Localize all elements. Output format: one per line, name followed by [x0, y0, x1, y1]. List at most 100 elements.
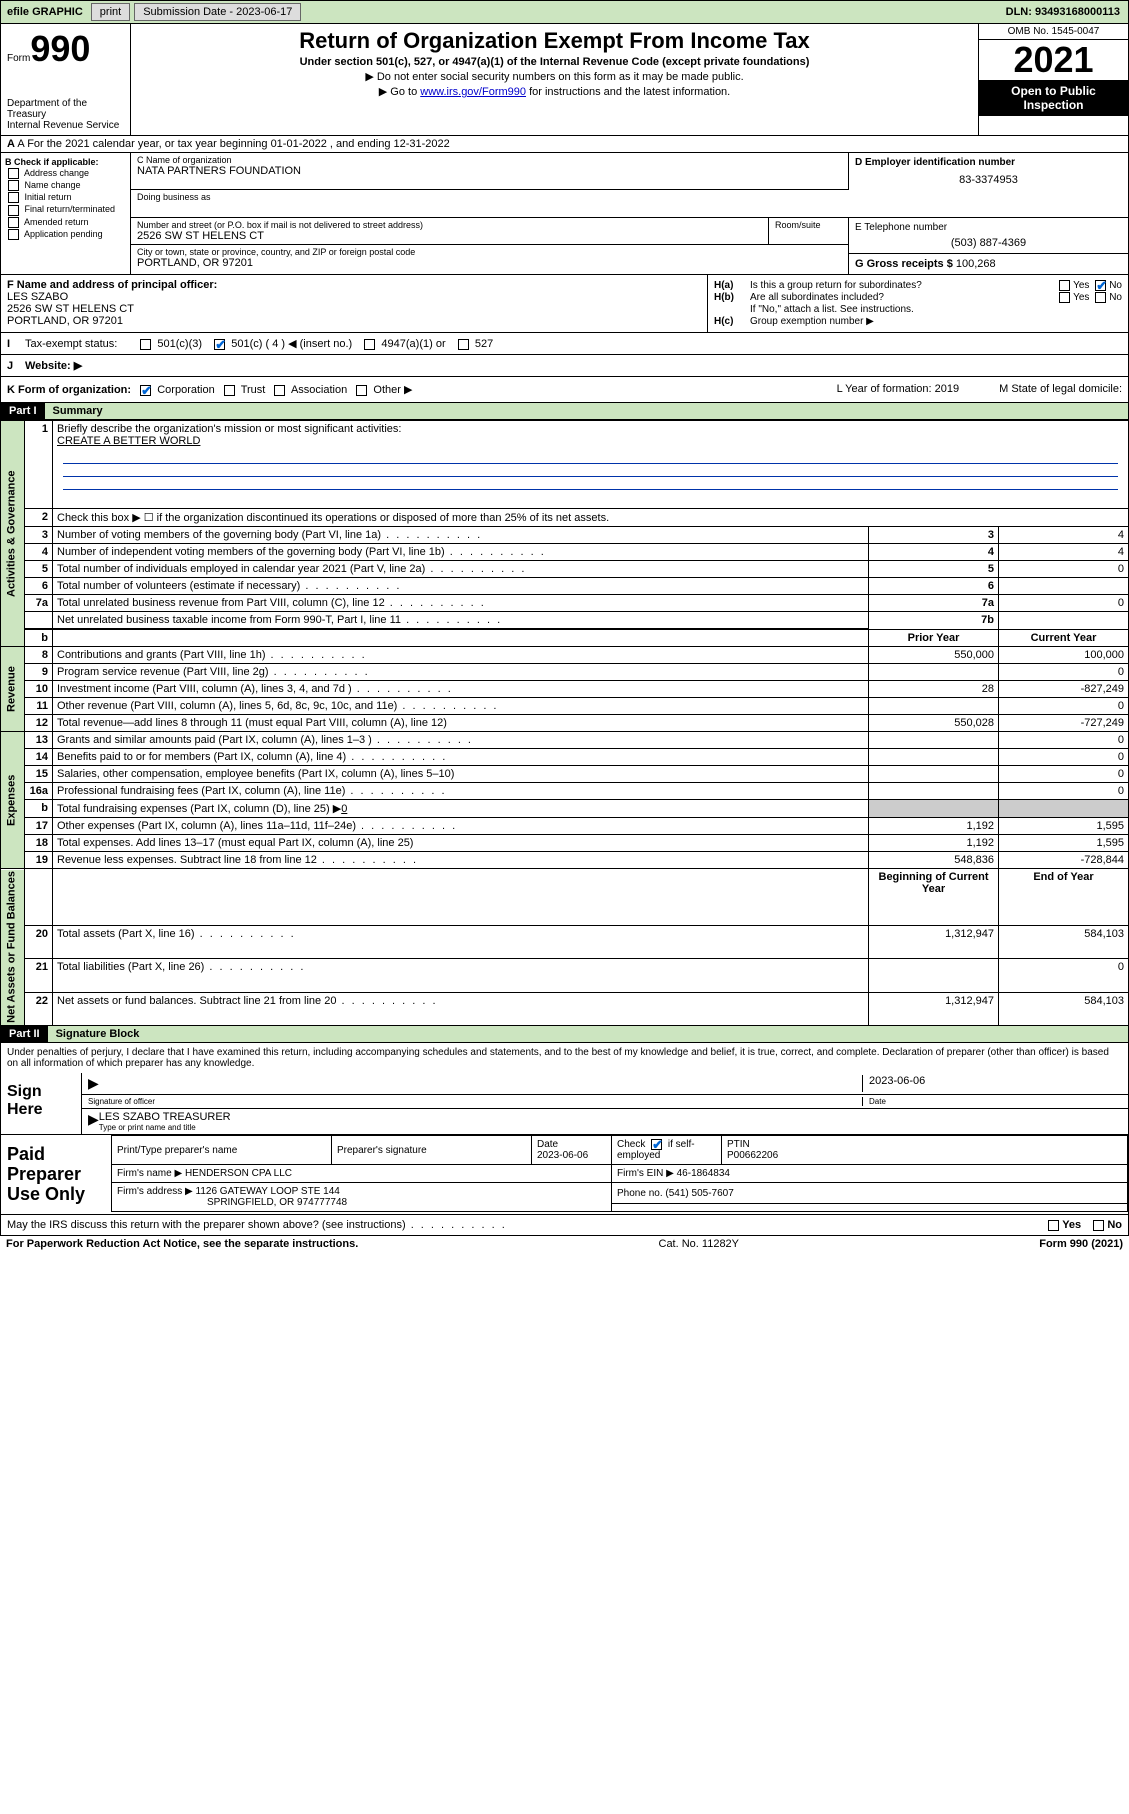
- ein-value: 83-3374953: [855, 174, 1122, 186]
- box-e-g: E Telephone number (503) 887-4369 G Gros…: [848, 218, 1128, 274]
- form-ref: Form 990 (2021): [1039, 1238, 1123, 1250]
- officer-addr2: PORTLAND, OR 97201: [7, 315, 701, 327]
- firm-ein: 46-1864834: [677, 1168, 730, 1179]
- row-a-tax-year: A A For the 2021 calendar year, or tax y…: [0, 136, 1129, 153]
- firm-phone: (541) 505-7607: [665, 1188, 733, 1199]
- footer-last: For Paperwork Reduction Act Notice, see …: [0, 1236, 1129, 1252]
- val-4: 4: [999, 544, 1129, 561]
- chk-discuss-yes[interactable]: [1048, 1220, 1059, 1231]
- ptin-value: P00662206: [727, 1150, 778, 1161]
- paid-preparer-block: Paid Preparer Use Only Print/Type prepar…: [0, 1135, 1129, 1215]
- form-word: Form: [7, 53, 30, 64]
- val-3: 4: [999, 527, 1129, 544]
- block-b-c-d: B Check if applicable: Address change Na…: [0, 153, 1129, 274]
- irs-link[interactable]: www.irs.gov/Form990: [420, 86, 526, 98]
- summary-table: Activities & Governance 1 Briefly descri…: [0, 420, 1129, 1026]
- chk-hb-yes[interactable]: [1059, 292, 1070, 303]
- chk-ha-yes[interactable]: [1059, 280, 1070, 291]
- irs-label: Internal Revenue Service: [7, 120, 124, 131]
- gross-receipts-box: G Gross receipts $ 100,268: [849, 254, 1128, 274]
- chk-name-change[interactable]: Name change: [5, 180, 126, 191]
- city-box: City or town, state or province, country…: [131, 245, 848, 271]
- firm-addr1: 1126 GATEWAY LOOP STE 144: [196, 1186, 340, 1197]
- part-ii-header: Part II Signature Block: [0, 1026, 1129, 1043]
- box-b-checklist: B Check if applicable: Address change Na…: [1, 153, 131, 274]
- telephone-value: (503) 887-4369: [855, 237, 1122, 249]
- open-inspection-badge: Open to Public Inspection: [979, 80, 1128, 116]
- form-subtitle-1: Under section 501(c), 527, or 4947(a)(1)…: [135, 56, 974, 68]
- chk-other[interactable]: [356, 385, 367, 396]
- org-name-box: C Name of organization NATA PARTNERS FOU…: [131, 153, 848, 190]
- efile-label: efile GRAPHIC: [1, 6, 89, 18]
- side-net-assets: Net Assets or Fund Balances: [1, 869, 25, 1026]
- part-i-header: Part I Summary: [0, 403, 1129, 420]
- cat-no: Cat. No. 11282Y: [659, 1238, 740, 1250]
- omb-number: OMB No. 1545-0047: [979, 24, 1128, 40]
- header-right-box: OMB No. 1545-0047 2021 Open to Public In…: [978, 24, 1128, 135]
- form-subtitle-3: ▶ Go to www.irs.gov/Form990 for instruct…: [135, 85, 974, 98]
- row-k-form-org: K Form of organization: Corporation Trus…: [0, 376, 1129, 403]
- block-f-h: F Name and address of principal officer:…: [0, 274, 1129, 332]
- preparer-date: 2023-06-06: [537, 1150, 588, 1161]
- perjury-statement: Under penalties of perjury, I declare th…: [1, 1043, 1128, 1073]
- dba-box: Doing business as: [131, 190, 1128, 218]
- chk-501c[interactable]: [214, 339, 225, 350]
- val-7a: 0: [999, 595, 1129, 612]
- org-name: NATA PARTNERS FOUNDATION: [137, 165, 842, 177]
- room-suite-box: Room/suite: [768, 218, 848, 244]
- chk-discuss-no[interactable]: [1093, 1220, 1104, 1231]
- form-subtitle-2: ▶ Do not enter social security numbers o…: [135, 70, 974, 83]
- chk-self-employed[interactable]: [651, 1139, 662, 1150]
- row-i-tax-status: I Tax-exempt status: 501(c)(3) 501(c) ( …: [0, 332, 1129, 354]
- val-5: 0: [999, 561, 1129, 578]
- sig-date: 2023-06-06: [862, 1075, 1122, 1092]
- telephone-box: E Telephone number (503) 887-4369: [849, 218, 1128, 254]
- box-h: H(a) Is this a group return for subordin…: [708, 275, 1128, 332]
- paid-preparer-label: Paid Preparer Use Only: [1, 1135, 111, 1214]
- year-formation: L Year of formation: 2019: [837, 383, 960, 396]
- print-button[interactable]: print: [91, 3, 130, 21]
- chk-final-return[interactable]: Final return/terminated: [5, 204, 126, 215]
- officer-name: LES SZABO: [7, 291, 701, 303]
- officer-name-title: LES SZABO TREASURER: [99, 1111, 1122, 1123]
- chk-application-pending[interactable]: Application pending: [5, 229, 126, 240]
- submission-date-button[interactable]: Submission Date - 2023-06-17: [134, 3, 301, 21]
- state-domicile: M State of legal domicile:: [999, 383, 1122, 396]
- chk-4947[interactable]: [364, 339, 375, 350]
- efile-topbar: efile GRAPHIC print Submission Date - 20…: [0, 0, 1129, 24]
- form-header: Form990 Department of the Treasury Inter…: [0, 24, 1129, 136]
- val-6: [999, 578, 1129, 595]
- gross-receipts-value: 100,268: [956, 258, 996, 270]
- dln-label: DLN: 93493168000113: [1006, 6, 1128, 18]
- form-number-box: Form990 Department of the Treasury Inter…: [1, 24, 131, 135]
- chk-amended-return[interactable]: Amended return: [5, 217, 126, 228]
- signature-block: Under penalties of perjury, I declare th…: [0, 1043, 1129, 1135]
- box-d-ein: D Employer identification number 83-3374…: [848, 153, 1128, 190]
- officer-addr1: 2526 SW ST HELENS CT: [7, 303, 701, 315]
- box-f-officer: F Name and address of principal officer:…: [1, 275, 708, 332]
- chk-hb-no[interactable]: [1095, 292, 1106, 303]
- val-7b: [999, 612, 1129, 630]
- dept-treasury: Department of the Treasury: [7, 98, 124, 120]
- chk-527[interactable]: [458, 339, 469, 350]
- side-expenses: Expenses: [1, 732, 25, 869]
- chk-501c3[interactable]: [140, 339, 151, 350]
- header-title-box: Return of Organization Exempt From Incom…: [131, 24, 978, 135]
- chk-initial-return[interactable]: Initial return: [5, 192, 126, 203]
- chk-address-change[interactable]: Address change: [5, 168, 126, 179]
- tax-year: 2021: [979, 40, 1128, 80]
- arrow-icon: ▶: [88, 1075, 99, 1092]
- chk-corporation[interactable]: [140, 385, 151, 396]
- discuss-row: May the IRS discuss this return with the…: [0, 1215, 1129, 1236]
- sign-here-label: Sign Here: [1, 1073, 81, 1134]
- chk-ha-no[interactable]: [1095, 280, 1106, 291]
- side-revenue: Revenue: [1, 647, 25, 732]
- form-number: 990: [30, 28, 90, 69]
- box-c: C Name of organization NATA PARTNERS FOU…: [131, 153, 1128, 274]
- arrow-icon: ▶: [88, 1111, 99, 1132]
- street-value: 2526 SW ST HELENS CT: [137, 230, 762, 242]
- chk-association[interactable]: [274, 385, 285, 396]
- chk-trust[interactable]: [224, 385, 235, 396]
- self-employed-check: Check if self-employed: [612, 1136, 722, 1165]
- row-j-website: J Website: ▶: [0, 354, 1129, 376]
